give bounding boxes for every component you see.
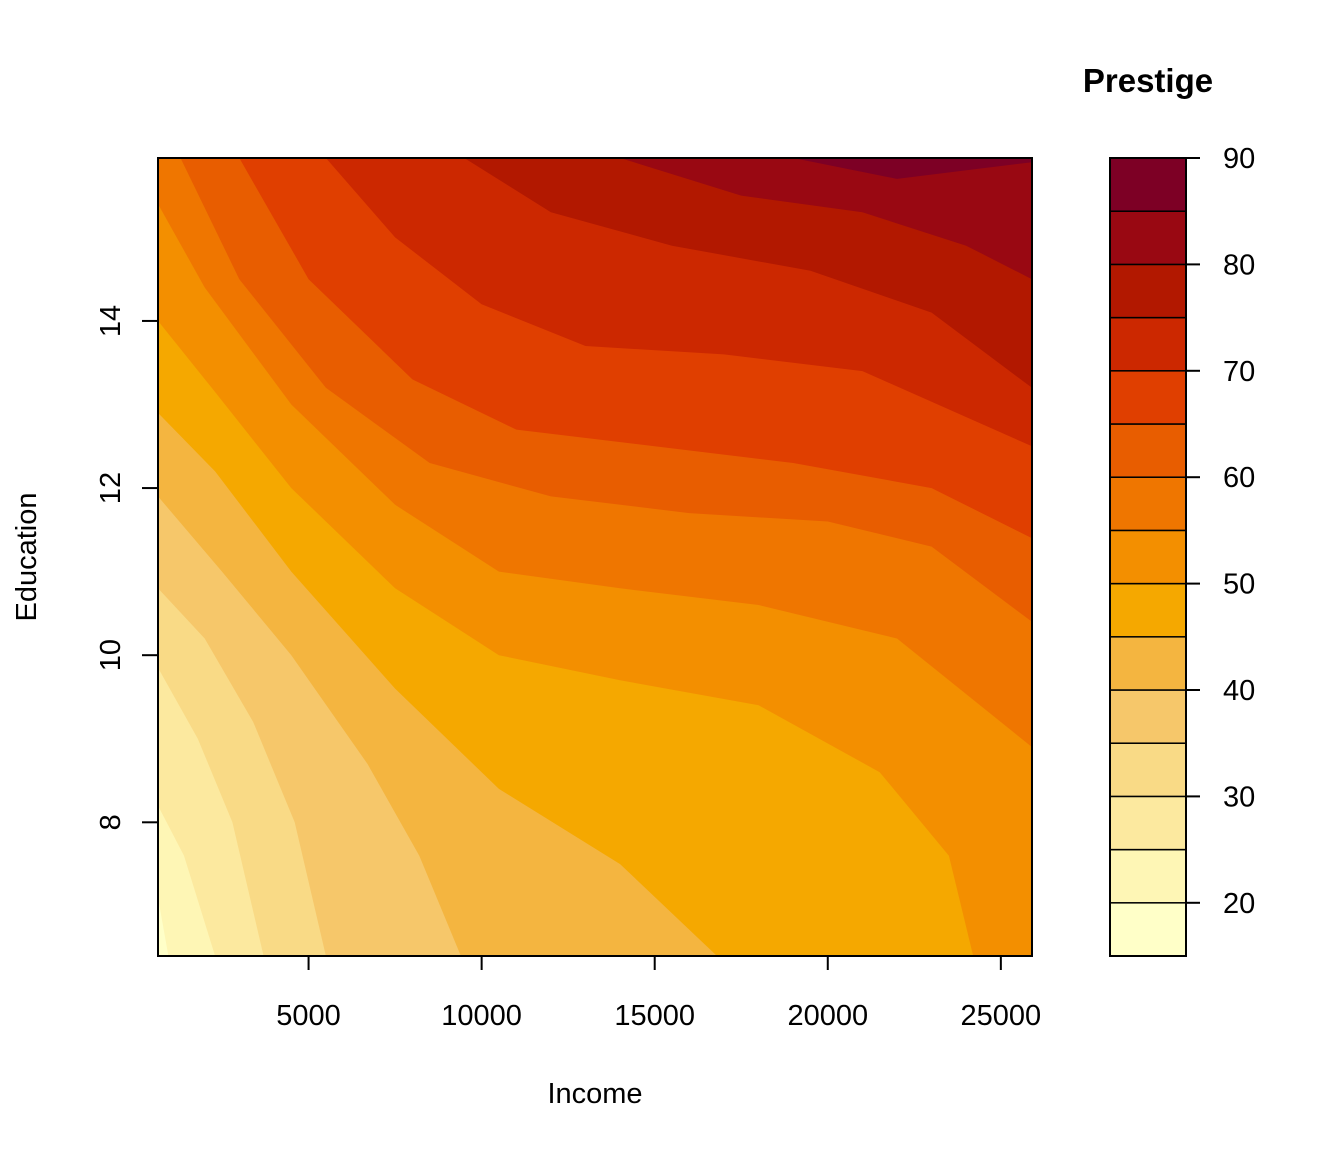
y-tick-label: 14 — [95, 305, 127, 337]
x-tick-label: 10000 — [441, 1000, 522, 1032]
y-tick-label: 12 — [95, 472, 127, 504]
legend-swatch — [1109, 582, 1187, 638]
legend-swatch — [1109, 316, 1187, 372]
plot-area — [158, 158, 1032, 956]
contour-band-75 — [158, 158, 1032, 388]
legend-tick-label: 70 — [1223, 356, 1255, 388]
legend-swatch — [1109, 848, 1187, 904]
contour-band-85 — [158, 158, 1032, 179]
legend-swatch — [1109, 370, 1187, 425]
legend-tick-label: 30 — [1223, 781, 1255, 813]
x-axis-label: Income — [547, 1078, 642, 1110]
legend-tick-label: 80 — [1223, 249, 1255, 281]
x-tick-label: 15000 — [614, 1000, 695, 1032]
legend-tick-label: 90 — [1223, 143, 1255, 175]
x-tick-label: 25000 — [961, 1000, 1042, 1032]
x-tick-label: 5000 — [276, 1000, 341, 1032]
legend-swatch — [1109, 902, 1187, 957]
legend-tick-label: 40 — [1223, 675, 1255, 707]
contour-band-80 — [158, 158, 1032, 280]
legend-swatch — [1109, 529, 1187, 585]
legend-tick-label: 60 — [1223, 462, 1255, 494]
x-axis: 5000 10000 15000 20000 25000 — [276, 956, 1041, 1032]
color-legend: 20 30 40 50 60 70 80 90 — [1109, 143, 1255, 957]
x-tick-label: 20000 — [787, 1000, 868, 1032]
y-tick-label: 10 — [95, 639, 127, 671]
legend-swatch — [1109, 742, 1187, 798]
legend-swatch — [1109, 689, 1187, 744]
legend-swatch — [1109, 263, 1187, 319]
legend-swatch — [1109, 795, 1187, 851]
y-axis-label: Education — [11, 493, 43, 622]
legend-swatch — [1109, 476, 1187, 532]
y-tick-label: 8 — [95, 814, 127, 830]
legend-tick-label: 20 — [1223, 888, 1255, 920]
legend-swatch — [1109, 210, 1187, 266]
legend-frame — [1109, 157, 1187, 957]
legend-swatch — [1109, 636, 1187, 691]
plot-frame — [157, 157, 1033, 957]
legend-tick-label: 50 — [1223, 569, 1255, 601]
legend-title: Prestige — [1083, 62, 1213, 99]
legend-swatch — [1109, 423, 1187, 478]
y-axis: 8 10 12 14 — [95, 305, 158, 830]
legend-swatch — [1109, 157, 1187, 212]
